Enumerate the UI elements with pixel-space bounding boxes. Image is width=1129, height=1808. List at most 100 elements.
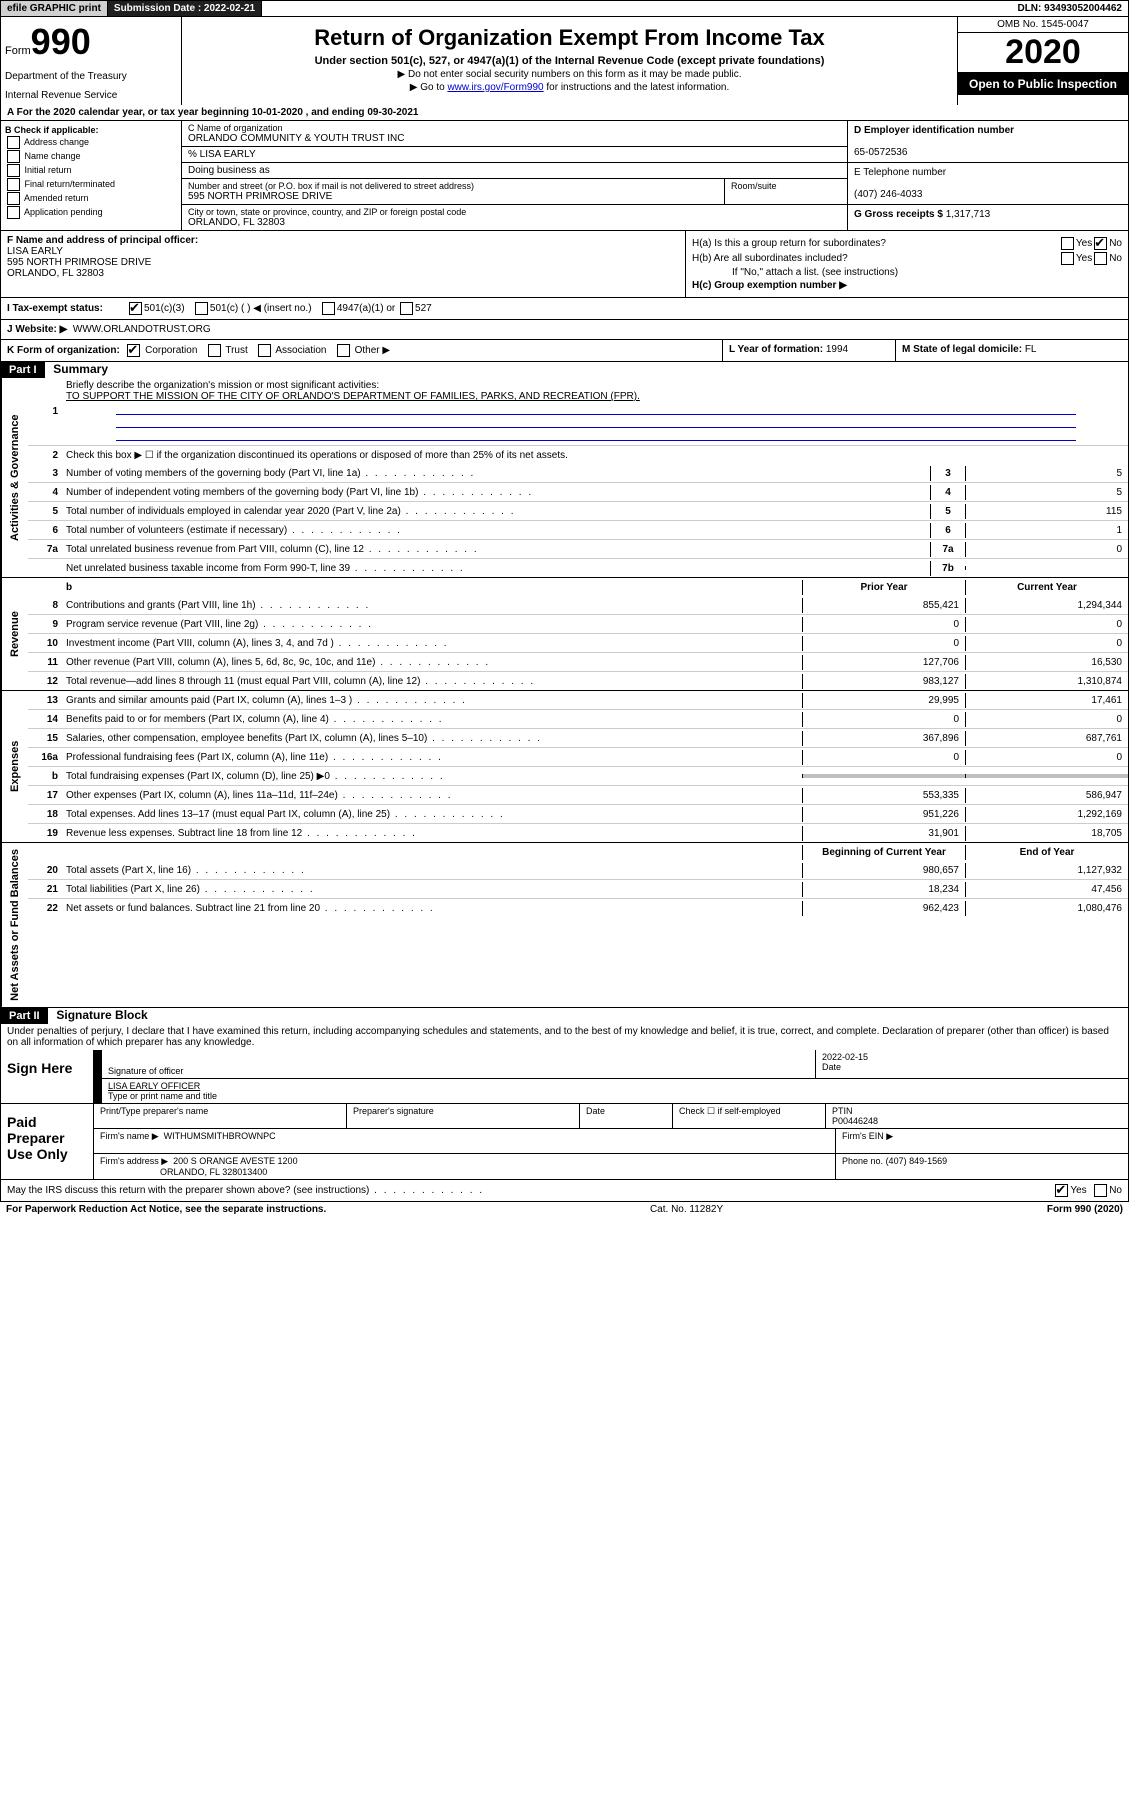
form-ref: Form 990 (2020) <box>1047 1204 1123 1215</box>
governance-vlabel: Activities & Governance <box>1 378 28 577</box>
org-name: ORLANDO COMMUNITY & YOUTH TRUST INC <box>188 133 841 144</box>
form-title: Return of Organization Exempt From Incom… <box>186 25 953 51</box>
firm-addr-label: Firm's address ▶ <box>100 1156 168 1166</box>
check-501c3[interactable] <box>129 302 142 315</box>
irs-link[interactable]: www.irs.gov/Form990 <box>447 82 543 93</box>
prep-date-label: Date <box>580 1104 673 1128</box>
check-527[interactable] <box>400 302 413 315</box>
check-other[interactable] <box>337 344 350 357</box>
col-d-ein-phone: D Employer identification number 65-0572… <box>847 121 1128 230</box>
part1-governance: Activities & Governance 1 Briefly descri… <box>0 378 1129 578</box>
data-line: 22Net assets or fund balances. Subtract … <box>28 898 1128 917</box>
check-amended-return[interactable]: Amended return <box>5 192 177 205</box>
cat-no: Cat. No. 11282Y <box>326 1204 1047 1215</box>
data-line: 13Grants and similar amounts paid (Part … <box>28 691 1128 709</box>
row-i-tax-status: I Tax-exempt status: 501(c)(3) 501(c) ( … <box>0 298 1129 320</box>
data-line: 14Benefits paid to or for members (Part … <box>28 709 1128 728</box>
prep-sig-label: Preparer's signature <box>347 1104 580 1128</box>
ha-no[interactable] <box>1094 237 1107 250</box>
top-bar: efile GRAPHIC print Submission Date : 20… <box>0 0 1129 17</box>
website-label: J Website: ▶ <box>7 324 67 335</box>
q2-text: Check this box ▶ ☐ if the organization d… <box>64 448 1128 463</box>
paid-preparer-label: Paid Preparer Use Only <box>1 1104 94 1179</box>
firm-name-label: Firm's name ▶ <box>100 1131 159 1141</box>
gov-line: 4Number of independent voting members of… <box>28 482 1128 501</box>
dln-label: DLN: 93493052004462 <box>1011 1 1128 16</box>
check-final-return[interactable]: Final return/terminated <box>5 178 177 191</box>
city-value: ORLANDO, FL 32803 <box>188 217 841 228</box>
firm-addr2: ORLANDO, FL 328013400 <box>160 1167 267 1177</box>
col-h-group: H(a) Is this a group return for subordin… <box>685 231 1128 297</box>
phone-value: (407) 246-4033 <box>854 189 922 200</box>
prep-check-self[interactable]: Check ☐ if self-employed <box>673 1104 826 1128</box>
tax-status-label: I Tax-exempt status: <box>7 303 127 314</box>
open-to-public: Open to Public Inspection <box>958 73 1128 95</box>
data-line: 11Other revenue (Part VIII, column (A), … <box>28 652 1128 671</box>
check-corp[interactable] <box>127 344 140 357</box>
hb-no[interactable] <box>1094 252 1107 265</box>
gov-line: 3Number of voting members of the governi… <box>28 464 1128 482</box>
hb-label: H(b) Are all subordinates included? <box>692 253 1059 264</box>
check-501c[interactable] <box>195 302 208 315</box>
row-a-calendar-year: A For the 2020 calendar year, or tax yea… <box>0 105 1129 121</box>
q1-value: TO SUPPORT THE MISSION OF THE CITY OF OR… <box>66 391 640 402</box>
check-assoc[interactable] <box>258 344 271 357</box>
part1-title: Summary <box>53 362 108 376</box>
irs-label: Internal Revenue Service <box>5 90 177 101</box>
col-b-checkboxes: B Check if applicable: Address change Na… <box>1 121 182 230</box>
data-line: 21Total liabilities (Part X, line 26)18,… <box>28 879 1128 898</box>
ha-yes[interactable] <box>1061 237 1074 250</box>
hb-yes[interactable] <box>1061 252 1074 265</box>
firm-ein-label: Firm's EIN ▶ <box>836 1129 1128 1153</box>
gross-receipts-value: 1,317,713 <box>946 209 991 220</box>
data-line: 9Program service revenue (Part VIII, lin… <box>28 614 1128 633</box>
section-fh: F Name and address of principal officer:… <box>0 231 1129 298</box>
col-c-org-info: C Name of organization ORLANDO COMMUNITY… <box>182 121 847 230</box>
part2-header: Part II <box>1 1008 48 1024</box>
data-line: bTotal fundraising expenses (Part IX, co… <box>28 766 1128 785</box>
check-4947[interactable] <box>322 302 335 315</box>
check-initial-return[interactable]: Initial return <box>5 164 177 177</box>
check-name-change[interactable]: Name change <box>5 150 177 163</box>
current-year-header: Current Year <box>965 580 1128 595</box>
check-address-change[interactable]: Address change <box>5 136 177 149</box>
efile-print-label[interactable]: efile GRAPHIC print <box>1 1 108 16</box>
discuss-row: May the IRS discuss this return with the… <box>0 1180 1129 1202</box>
form-header: Form990 Department of the Treasury Inter… <box>0 17 1129 105</box>
form-org-label: K Form of organization: <box>7 345 120 356</box>
ssn-note: ▶ Do not enter social security numbers o… <box>186 69 953 80</box>
data-line: 10Investment income (Part VIII, column (… <box>28 633 1128 652</box>
col-f-officer: F Name and address of principal officer:… <box>1 231 685 297</box>
dba-label: Doing business as <box>182 163 847 179</box>
discuss-no[interactable] <box>1094 1184 1107 1197</box>
part1-revenue: Revenue b Prior Year Current Year 8Contr… <box>0 578 1129 691</box>
section-bcd: B Check if applicable: Address change Na… <box>0 121 1129 231</box>
dept-treasury: Department of the Treasury <box>5 71 177 82</box>
street-label: Number and street (or P.O. box if mail i… <box>188 181 718 191</box>
firm-name-value: WITHUMSMITHBROWNPC <box>164 1131 276 1141</box>
part1-header: Part I <box>1 362 45 378</box>
sig-date-label: Date <box>822 1062 841 1072</box>
state-domicile-value: FL <box>1025 344 1037 355</box>
check-application-pending[interactable]: Application pending <box>5 206 177 219</box>
perjury-text: Under penalties of perjury, I declare th… <box>0 1024 1129 1050</box>
gov-line: 5Total number of individuals employed in… <box>28 501 1128 520</box>
check-trust[interactable] <box>208 344 221 357</box>
care-of: % LISA EARLY <box>182 147 847 163</box>
sig-officer-label: Signature of officer <box>108 1066 183 1076</box>
paperwork-notice: For Paperwork Reduction Act Notice, see … <box>6 1204 326 1215</box>
officer-addr2: ORLANDO, FL 32803 <box>7 268 104 279</box>
revenue-vlabel: Revenue <box>1 578 28 690</box>
gov-line: Net unrelated business taxable income fr… <box>28 558 1128 577</box>
discuss-yes[interactable] <box>1055 1184 1068 1197</box>
page-footer: For Paperwork Reduction Act Notice, see … <box>0 1202 1129 1217</box>
ein-value: 65-0572536 <box>854 147 907 158</box>
firm-phone-value: (407) 849-1569 <box>886 1156 948 1166</box>
state-domicile-label: M State of legal domicile: <box>902 344 1022 355</box>
data-line: 15Salaries, other compensation, employee… <box>28 728 1128 747</box>
ha-label: H(a) Is this a group return for subordin… <box>692 238 1059 249</box>
q1-label: Briefly describe the organization's miss… <box>66 380 379 391</box>
part1-expenses: Expenses 13Grants and similar amounts pa… <box>0 691 1129 843</box>
ptin-value: P00446248 <box>832 1116 878 1126</box>
officer-name: LISA EARLY <box>7 246 63 257</box>
